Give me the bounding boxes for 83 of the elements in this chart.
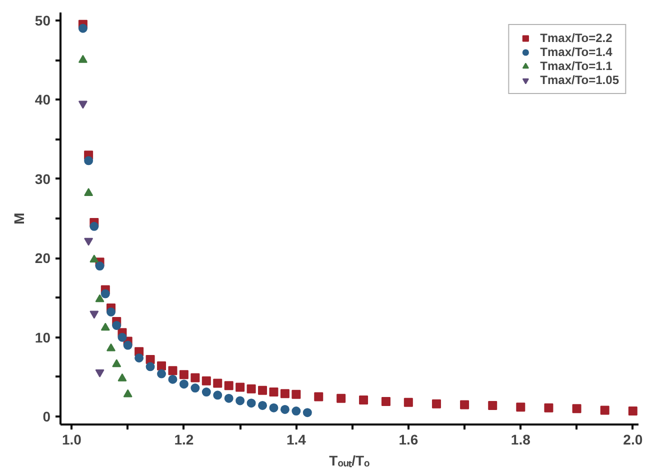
point [179, 380, 188, 389]
point [190, 384, 200, 393]
point [213, 378, 222, 388]
point [112, 320, 122, 330]
point [236, 382, 245, 392]
point [302, 408, 312, 418]
y-tick-label: 10 [34, 329, 51, 346]
point [202, 388, 211, 397]
point [95, 262, 104, 271]
point [224, 381, 234, 390]
point [95, 369, 104, 378]
point [460, 400, 470, 410]
legend-label: Tmax/To=1.1 [540, 59, 612, 73]
point [90, 222, 99, 231]
y-axis-title: M [10, 212, 27, 224]
point [258, 386, 268, 395]
point [106, 343, 116, 352]
point [157, 369, 166, 378]
point [134, 353, 144, 362]
point [90, 254, 99, 263]
point [100, 289, 110, 298]
point [246, 398, 256, 408]
point [404, 398, 413, 407]
point [432, 399, 441, 408]
point [269, 403, 278, 412]
point [123, 389, 132, 398]
point [168, 374, 178, 384]
point [628, 406, 638, 416]
point [280, 389, 290, 398]
point [106, 308, 116, 316]
point [292, 406, 301, 416]
point [213, 390, 222, 400]
point [78, 54, 88, 63]
point [572, 404, 582, 414]
y-tick-label: 20 [34, 250, 51, 266]
point [123, 340, 132, 350]
x-tick-label: 1.0 [62, 432, 82, 448]
point [168, 366, 178, 376]
point [246, 384, 256, 394]
point [269, 388, 278, 397]
point [258, 400, 268, 410]
point [224, 394, 234, 403]
x-tick-label: 1.2 [174, 432, 194, 448]
point [84, 156, 94, 166]
point [146, 362, 155, 372]
point [84, 188, 94, 196]
point [95, 294, 104, 302]
y-tick-label: 30 [34, 170, 51, 187]
point [292, 390, 301, 399]
point [190, 373, 200, 382]
point [336, 394, 346, 403]
y-tick-label: 50 [34, 12, 51, 28]
x-tick-label: 2.0 [623, 432, 643, 448]
point [600, 406, 610, 415]
point [84, 238, 94, 246]
point [381, 397, 390, 406]
point [280, 404, 290, 414]
point [544, 403, 554, 412]
point [314, 392, 324, 402]
point [488, 400, 498, 410]
point [359, 395, 368, 404]
legend-label: Tmax/To=1.4 [540, 45, 612, 59]
point [118, 373, 127, 382]
point [236, 396, 245, 406]
x-tick-label: 1.4 [286, 432, 306, 448]
point [202, 376, 211, 386]
x-axis-title: Tₒᵤₜ/Tₒ [329, 452, 370, 468]
legend-label: Tmax/To=2.2 [540, 31, 612, 45]
point [516, 402, 526, 412]
point [90, 310, 99, 319]
point [157, 361, 166, 370]
point [179, 370, 188, 380]
point [100, 322, 110, 331]
point [118, 332, 127, 342]
x-tick-label: 1.6 [398, 432, 418, 448]
y-tick-label: 40 [34, 92, 51, 108]
point [112, 359, 122, 368]
y-tick-label: 0 [42, 408, 51, 425]
point [78, 100, 88, 109]
legend-label: Tmax/To=1.05 [540, 73, 619, 87]
x-tick-label: 1.8 [510, 432, 531, 448]
point [146, 355, 155, 364]
point [78, 24, 88, 33]
